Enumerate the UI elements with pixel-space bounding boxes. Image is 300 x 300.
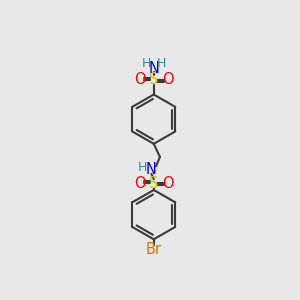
Text: S: S	[149, 72, 158, 87]
Text: N: N	[146, 162, 157, 177]
Text: H: H	[141, 57, 151, 70]
Text: S: S	[149, 176, 158, 190]
Text: O: O	[134, 176, 146, 190]
Text: N: N	[148, 61, 159, 76]
Text: O: O	[134, 72, 146, 87]
Text: O: O	[162, 176, 173, 190]
Text: H: H	[138, 161, 148, 174]
Text: H: H	[157, 57, 166, 70]
Text: O: O	[162, 72, 173, 87]
Text: Br: Br	[146, 242, 162, 257]
